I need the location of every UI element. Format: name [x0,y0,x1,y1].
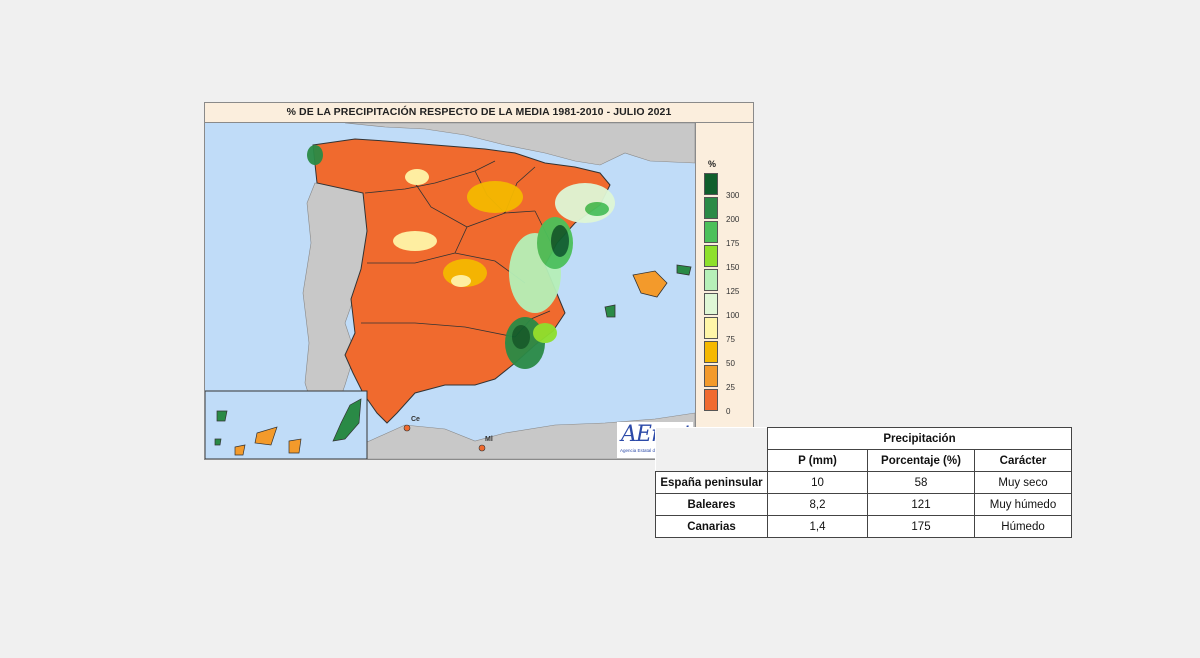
melilla-marker [478,444,486,452]
legend-level-label: 0 [726,407,731,416]
legend-unit: % [708,159,717,169]
canary-islands [214,398,362,456]
map-title: % DE LA PRECIPITACIÓN RESPECTO DE LA MED… [205,103,753,123]
row-p-mm: 1,4 [767,515,868,538]
france-land [344,123,695,166]
legend-color-box [704,269,718,291]
table-row: Canarias 1,4 175 Húmedo [655,515,1072,538]
map-legend: % 300 200 175 150 125 100 75 50 25 0 [696,123,753,459]
col-header-porcentaje: Porcentaje (%) [867,449,975,472]
legend-level-label: 100 [726,311,740,320]
row-region: Baleares [655,493,768,516]
row-caracter: Húmedo [974,515,1072,538]
legend-level-label: 175 [726,239,740,248]
legend-color-box [704,197,718,219]
table-row: España peninsular 10 58 Muy seco [655,471,1072,494]
precipitation-table: Precipitación P (mm) Porcentaje (%) Cará… [655,427,1072,538]
canary-inset [205,390,368,459]
table-group-header: Precipitación [767,427,1072,450]
col-header-caracter: Carácter [974,449,1072,472]
legend-color-box [704,245,718,267]
legend-level-label: 75 [726,335,735,344]
map-area: Ce Ml AEmet Agencia Estatal de Meteorolo… [205,123,696,459]
legend-color-box [704,293,718,315]
legend-level-label: 300 [726,191,740,200]
mallorca-island [632,270,668,298]
table-row: Baleares 8,2 121 Muy húmedo [655,493,1072,516]
africa-land [354,412,695,459]
row-region: Canarias [655,515,768,538]
aemet-logo-subtitle: Agencia Estatal de Meteorología [620,448,686,453]
table-corner-2 [655,449,768,472]
menorca-island [676,264,692,276]
legend-color-box [704,341,718,363]
legend-level-label: 25 [726,383,735,392]
precipitation-map-panel: % DE LA PRECIPITACIÓN RESPECTO DE LA MED… [204,102,754,460]
legend-level-label: 50 [726,359,735,368]
row-p-mm: 8,2 [767,493,868,516]
ceuta-label: Ce [411,416,420,423]
row-caracter: Muy seco [974,471,1072,494]
col-header-p-mm: P (mm) [767,449,868,472]
ceuta-marker [403,424,411,432]
legend-level-label: 150 [726,263,740,272]
row-p-mm: 10 [767,471,868,494]
row-caracter: Muy húmedo [974,493,1072,516]
spain-precipitation-map [205,123,695,459]
legend-color-box [704,389,718,411]
row-porcentaje: 58 [867,471,975,494]
humid-zones [307,145,615,369]
ibiza-island [604,304,616,318]
row-region: España peninsular [655,471,768,494]
row-porcentaje: 121 [867,493,975,516]
legend-level-label: 200 [726,215,740,224]
legend-color-box [704,173,718,195]
legend-level-label: 125 [726,287,740,296]
row-porcentaje: 175 [867,515,975,538]
legend-color-box [704,221,718,243]
melilla-label: Ml [485,436,493,443]
table-corner [655,427,768,450]
legend-color-box [704,317,718,339]
legend-color-box [704,365,718,387]
